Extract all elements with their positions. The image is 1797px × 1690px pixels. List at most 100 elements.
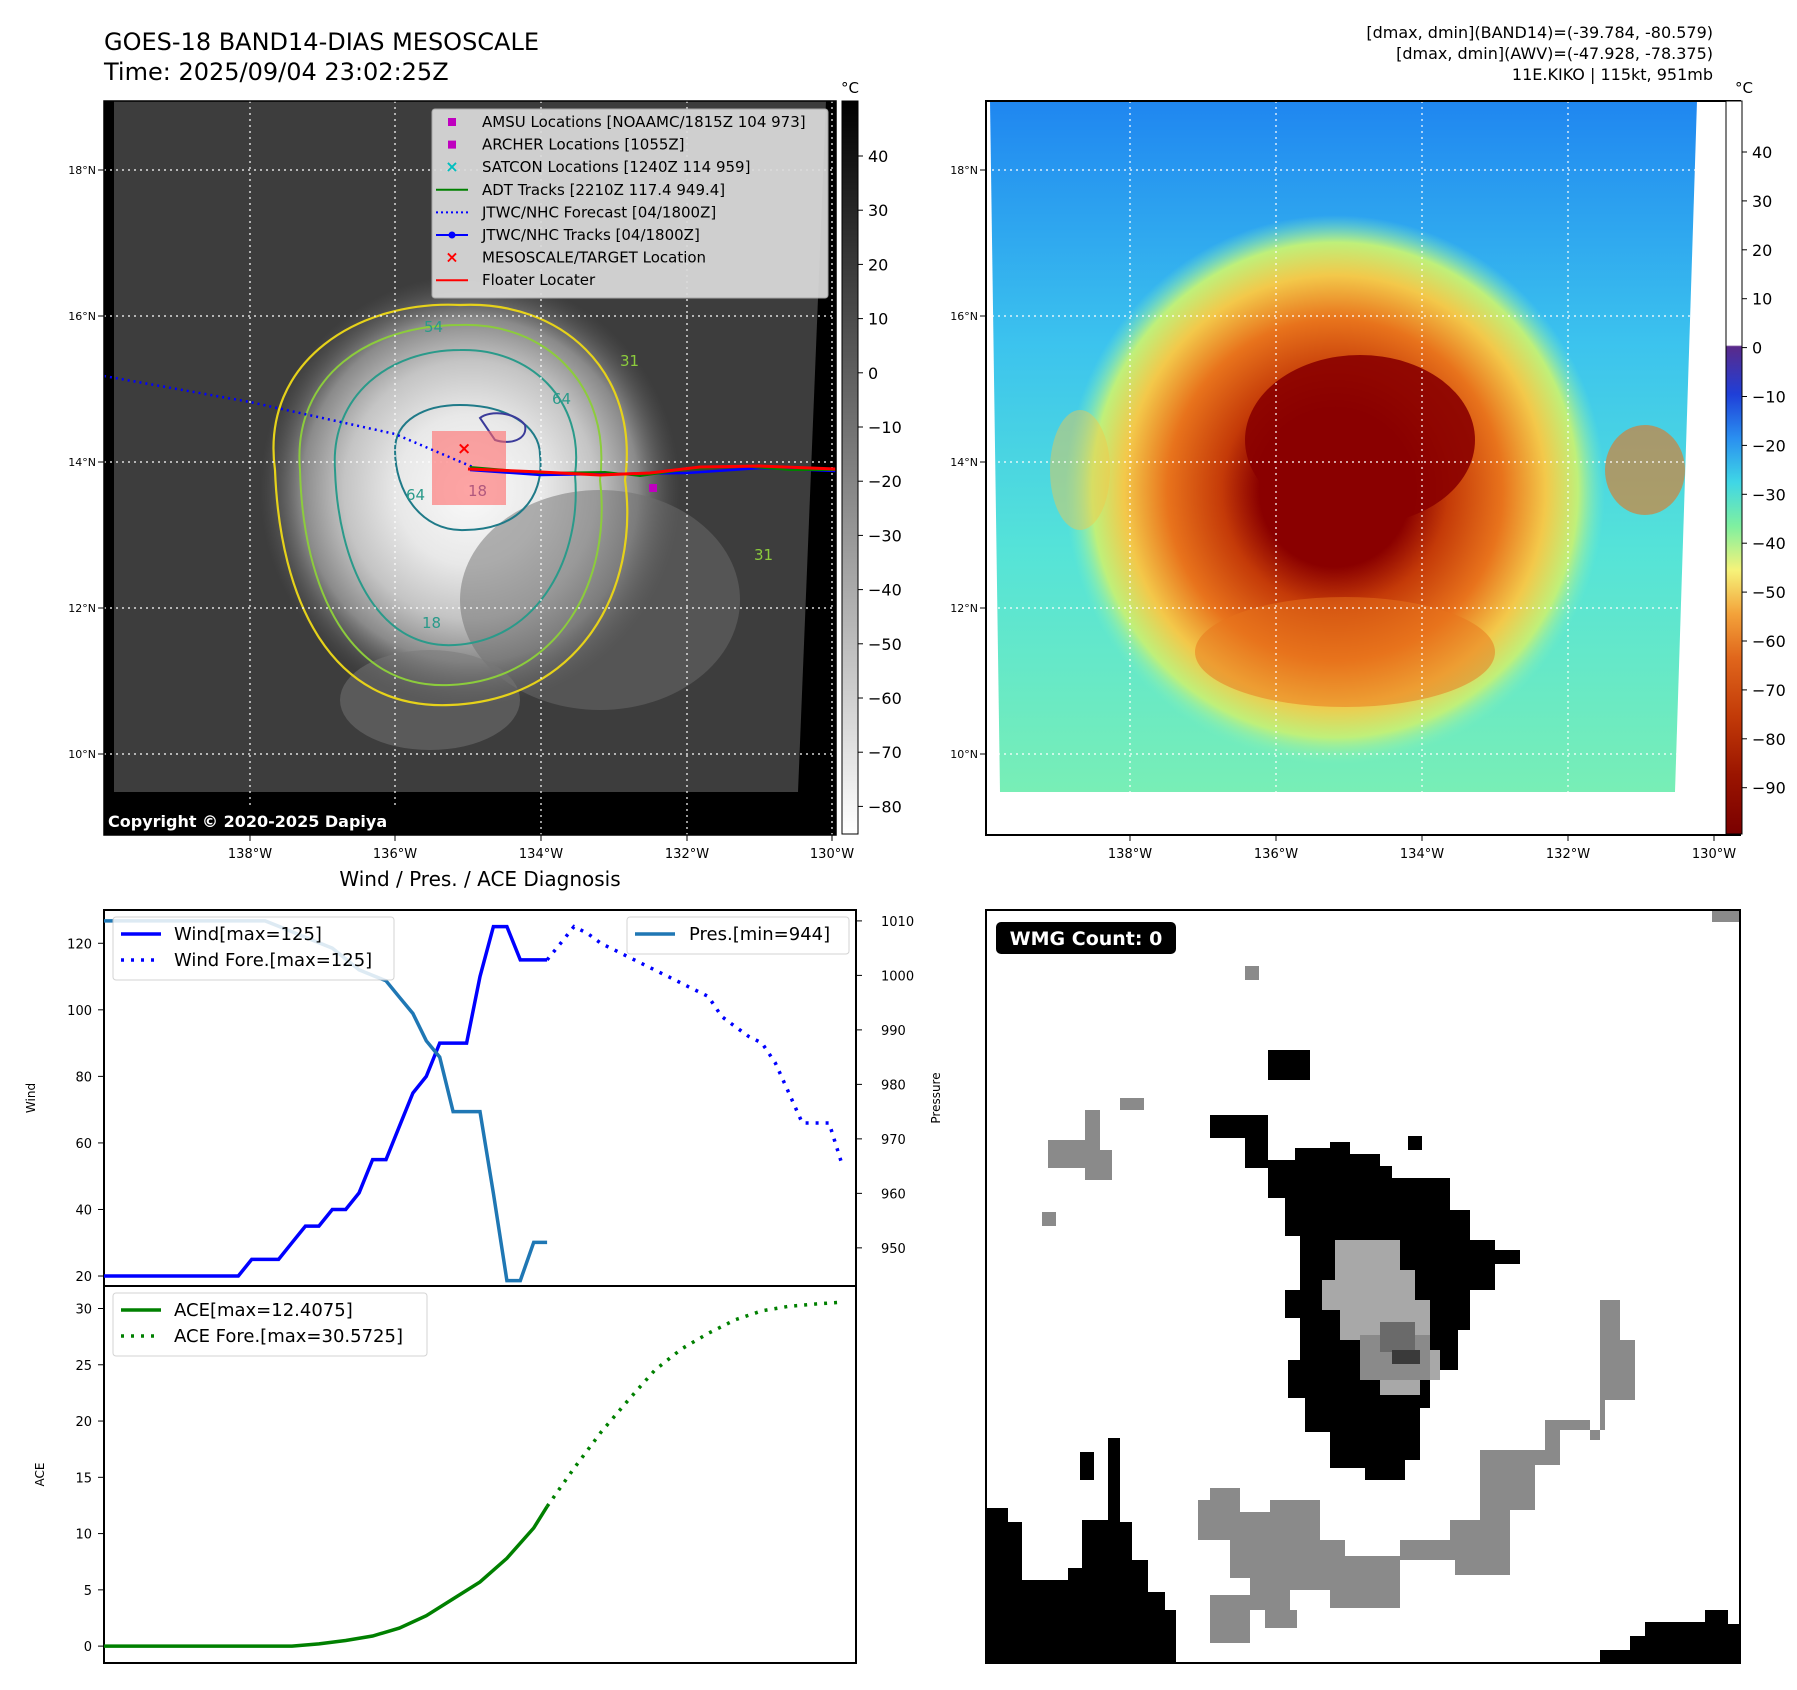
lat-tick-label: 18°N: [68, 164, 96, 177]
ace-ytick-label: 30: [75, 1303, 92, 1318]
awv-gridlines: [986, 101, 1740, 835]
lon-tick-label: 136°W: [373, 847, 417, 862]
colorbar-tick-label: 40: [868, 147, 888, 166]
legend-item: ADT Tracks [2210Z 117.4 949.4]: [436, 181, 725, 199]
lat-tick-label: 16°N: [68, 310, 96, 323]
info-awv-range: [dmax, dmin](AWV)=(-47.928, -78.375): [1396, 44, 1713, 63]
lat-tick-label: 14°N: [68, 456, 96, 469]
diagnosis-title: Wind / Pres. / ACE Diagnosis: [339, 867, 620, 891]
wind-legend: Wind[max=125] Wind Fore.[max=125]: [112, 916, 395, 981]
legend-label: MESOSCALE/TARGET Location: [482, 249, 706, 267]
floater-track-line: [467, 464, 836, 477]
ace-chart: 0 5 10 15 20 25 30 ACE ACE[max=12.4075] ACE Fore.…: [33, 1285, 857, 1664]
lon-tick-label: 138°W: [1108, 847, 1152, 862]
wind-ytick-label: 100: [67, 1004, 92, 1019]
ace-axis-label: ACE: [33, 1463, 47, 1487]
colorbar-tick-label: −50: [1752, 583, 1786, 602]
contour-core: [393, 403, 542, 532]
lat-tick-label: 10°N: [68, 748, 96, 761]
target-location-marker: ×: [457, 439, 471, 459]
colorbar-tick-label: 30: [868, 201, 888, 220]
lon-tick-label: 138°W: [228, 847, 272, 862]
colorbar-tick-label: 10: [868, 310, 888, 329]
colorbar-tick-label: −70: [868, 743, 902, 762]
ace-ytick-label: 5: [84, 1584, 92, 1599]
ace-ytick-label: 25: [75, 1359, 92, 1374]
legend-label: JTWC/NHC Forecast [04/1800Z]: [481, 203, 716, 221]
wind-ytick-label: 20: [75, 1270, 92, 1285]
legend-square-marker: [448, 140, 456, 149]
colorbar-tick-label: −60: [1752, 632, 1786, 651]
info-storm-summary: 11E.KIKO | 115kt, 951mb: [1512, 65, 1713, 84]
lon-tick-label: 134°W: [1400, 847, 1444, 862]
colorbar-tick-label: −20: [1752, 436, 1786, 455]
legend-item: × SATCON Locations [1240Z 114 959]: [445, 157, 750, 176]
ir-satellite-panel: 54 64 31 31 64 18 18 ×: [103, 100, 837, 836]
wmg-panel: WMG Count: 0: [985, 909, 1741, 1664]
legend-item: × MESOSCALE/TARGET Location: [445, 248, 706, 267]
pressure-axis-label: Pressure: [929, 1072, 943, 1123]
pressure-ytick-label: 970: [881, 1133, 906, 1148]
ace-ytick-label: 20: [75, 1415, 92, 1430]
lon-tick-label: 132°W: [665, 847, 709, 862]
amsu-location-marker: [649, 484, 657, 492]
ir-colorbar-unit: °C: [841, 79, 859, 97]
pressure-ytick-label: 980: [881, 1078, 906, 1093]
colorbar-tick-label: 20: [1752, 241, 1772, 260]
ace-legend: ACE[max=12.4075] ACE Fore.[max=30.5725]: [112, 1292, 428, 1357]
colorbar-tick-label: 10: [1752, 290, 1772, 309]
legend-dot-marker: [448, 231, 456, 239]
pressure-ytick-label: 1010: [881, 915, 914, 930]
legend-label: Floater Locater: [482, 271, 596, 289]
ace-ytick-label: 15: [75, 1471, 92, 1486]
wind-ytick-label: 40: [75, 1203, 92, 1218]
lat-tick-label: 12°N: [950, 602, 978, 615]
colorbar-tick-label: −70: [1752, 681, 1786, 700]
lon-tick-label: 134°W: [519, 847, 563, 862]
track-legend: AMSU Locations [NOAAMC/1815Z 104 973] ARC…: [431, 108, 829, 299]
wmg-count-label: WMG Count: 0: [1010, 928, 1163, 950]
lat-tick-label: 10°N: [950, 748, 978, 761]
legend-square-marker: [448, 118, 456, 126]
colorbar-tick-label: 40: [1752, 143, 1772, 162]
legend-label: ACE Fore.[max=30.5725]: [174, 1326, 403, 1347]
awv-satellite-panel: [985, 100, 1741, 836]
colorbar-tick-label: 20: [868, 255, 888, 274]
colorbar-tick-label: −50: [868, 635, 902, 654]
colorbar-tick-label: 0: [1752, 339, 1762, 358]
pressure-ytick-label: 960: [881, 1187, 906, 1202]
wmg-gray-band: [1198, 1300, 1635, 1610]
contour-label: 31: [620, 352, 639, 370]
lon-tick-label: 130°W: [810, 847, 854, 862]
copyright-text: Copyright © 2020-2025 Dapiya: [108, 812, 387, 831]
wmg-gray-region: [1048, 1098, 1144, 1180]
wind-axis-label: Wind: [24, 1083, 38, 1113]
wind-ytick-label: 120: [67, 937, 92, 952]
colorbar-tick-label: 30: [1752, 192, 1772, 211]
pressure-ytick-label: 1000: [881, 969, 914, 984]
pressure-ytick-label: 990: [881, 1024, 906, 1039]
contour-label: 18: [422, 614, 441, 632]
contour-label: 54: [424, 318, 443, 336]
lon-tick-label: 136°W: [1254, 847, 1298, 862]
series-line-0: [104, 924, 548, 1278]
wind-ytick-label: 80: [75, 1070, 92, 1085]
contour-label: 64: [406, 486, 425, 504]
legend-x-marker: ×: [445, 157, 458, 176]
legend-label: ARCHER Locations [1055Z]: [482, 136, 685, 154]
ace-ytick-label: 0: [84, 1640, 92, 1655]
colorbar-tick-label: −30: [1752, 485, 1786, 504]
pressure-ytick-label: 950: [881, 1242, 906, 1257]
colorbar-tick-label: −40: [868, 581, 902, 600]
figure-title-line1: GOES-18 BAND14-DIAS MESOSCALE: [104, 28, 539, 56]
ace-ytick-label: 10: [75, 1528, 92, 1543]
legend-label: ADT Tracks [2210Z 117.4 949.4]: [482, 181, 725, 199]
lat-tick-label: 16°N: [950, 310, 978, 323]
contour-label: 31: [754, 546, 773, 564]
pressure-legend: Pres.[min=944]: [626, 916, 850, 955]
legend-x-marker: ×: [445, 248, 458, 267]
colorbar-tick-label: −30: [868, 526, 902, 545]
legend-label: SATCON Locations [1240Z 114 959]: [482, 158, 750, 176]
legend-item: AMSU Locations [NOAAMC/1815Z 104 973]: [448, 113, 806, 131]
